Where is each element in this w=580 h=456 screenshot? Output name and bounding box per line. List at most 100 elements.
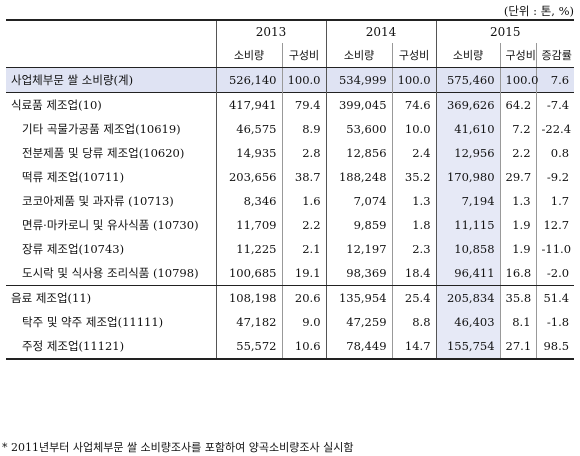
cell-s14: 8.8 (391, 310, 437, 334)
table-row: 도시락 및 식사용 조리식품 (10798) 100,685 19.1 98,369 1… (6, 261, 575, 286)
cell-v13: 14,935 (215, 141, 282, 165)
table-row: 코코아제품 및 과자류 (10713) 8,346 1.6 7,074 1.3 7,194… (6, 189, 575, 213)
cell-v15: 155,754 (435, 334, 501, 360)
cell-s15: 64.2 (499, 92, 537, 117)
cell-v14: 188,248 (325, 165, 393, 189)
cell-s14: 2.4 (391, 141, 437, 165)
cell-v15: 96,411 (435, 261, 501, 286)
cell-chg: 0.8 (535, 141, 575, 165)
cell-s15: 16.8 (499, 261, 537, 286)
row-label: 음료 제조업(11) (6, 285, 216, 310)
cell-v15: 205,834 (435, 285, 501, 310)
cell-v15: 170,980 (435, 165, 501, 189)
cell-v13: 11,225 (215, 237, 282, 261)
cell-v14: 53,600 (325, 117, 393, 141)
cell-v13: 55,572 (215, 334, 282, 360)
row-label: 면류·마카로니 및 유사식품 (10730) (22, 218, 199, 232)
cell-s13: 2.1 (281, 237, 327, 261)
cell-v15: 46,403 (435, 310, 501, 334)
cell-s15: 1.9 (499, 213, 537, 237)
row-label: 도시락 및 식사용 조리식품 (10798) (6, 261, 216, 286)
row-label: 주정 제조업(11121) (6, 334, 216, 360)
cell-v14: 399,045 (325, 92, 393, 117)
cell-v13: 417,941 (215, 92, 282, 117)
row-label: 코코아제품 및 과자류 (10713) (22, 194, 174, 208)
table-row: 면류·마카로니 및 유사식품 (10730) 11,709 2.2 9,859 1.8 1… (6, 213, 575, 237)
cell-s15: 2.2 (499, 141, 537, 165)
cell-s14: 25.4 (391, 285, 437, 310)
cell-s13: 2.2 (281, 213, 327, 237)
cell-s14: 18.4 (391, 261, 437, 286)
row-label: 장류 제조업(10743) (22, 242, 125, 256)
cell-s14: 74.6 (391, 92, 437, 117)
cell-s13: 10.6 (281, 334, 327, 360)
cell-v13: 100,685 (215, 261, 282, 286)
row-label: 사업체부문 쌀 소비량(계) (6, 67, 216, 93)
cell-chg: -1.8 (535, 310, 575, 334)
cell-s14: 14.7 (391, 334, 437, 360)
cell-v14: 98,369 (325, 261, 393, 286)
cell-s14: 1.8 (391, 213, 437, 237)
table-row: 기타 곡물가공품 제조업(10619) 46,575 8.9 53,600 10.0 41… (6, 117, 575, 141)
header-empty (6, 19, 216, 43)
cell-s15: 1.9 (499, 237, 537, 261)
cell-s15: 27.1 (499, 334, 537, 360)
cell-v14: 78,449 (325, 334, 393, 360)
cell-v14: 534,999 (325, 67, 393, 93)
cell-chg: 98.5 (535, 334, 575, 360)
table-row: 전분제품 및 당류 제조업(10620) 14,935 2.8 12,856 2.4 12… (6, 141, 575, 165)
cell-s13: 8.9 (281, 117, 327, 141)
cell-v15: 10,858 (435, 237, 501, 261)
table-row: 음료 제조업(11) 108,198 20.6 135,954 25.4 205,834 3… (6, 285, 575, 310)
cell-s14: 35.2 (391, 165, 437, 189)
cell-v14: 12,197 (325, 237, 393, 261)
row-label: 떡류 제조업(10711) (22, 170, 125, 184)
row-label: 전분제품 및 당류 제조업(10620) (22, 146, 185, 160)
cell-v14: 135,954 (325, 285, 393, 310)
cell-s13: 1.6 (281, 189, 327, 213)
col-consumption: 소비량 (215, 43, 282, 68)
cell-s13: 100.0 (281, 67, 327, 93)
cell-s13: 2.8 (281, 141, 327, 165)
cell-chg: 7.6 (535, 67, 575, 93)
cell-v14: 47,259 (325, 310, 393, 334)
cell-v15: 41,610 (435, 117, 501, 141)
cell-s14: 1.3 (391, 189, 437, 213)
table-row: 장류 제조업(10743) 11,225 2.1 12,197 2.3 10,858 1.9… (6, 237, 575, 261)
row-label: 식료품 제조업(10) (6, 92, 216, 117)
table-row: 사업체부문 쌀 소비량(계) 526,140 100.0 534,999 100.0 57… (6, 67, 575, 93)
cell-v13: 11,709 (215, 213, 282, 237)
row-label: 기타 곡물가공품 제조업(10619) (22, 122, 181, 136)
footnote: * 2011년부터 사업체부문 쌀 소비량조사를 포함하여 양곡소비량조사 실시… (2, 441, 354, 454)
cell-s15: 100.0 (499, 67, 538, 93)
col-share: 구성비 (281, 43, 327, 68)
col-consumption: 소비량 (435, 43, 501, 68)
cell-s13: 19.1 (281, 261, 327, 286)
cell-s13: 9.0 (281, 310, 327, 334)
col-share: 구성비 (391, 43, 437, 68)
cell-s15: 1.3 (499, 189, 537, 213)
cell-v13: 47,182 (215, 310, 282, 334)
cell-chg: 51.4 (535, 285, 575, 310)
table-row: 주정 제조업(11121) 55,572 10.6 78,449 14.7 155,754… (6, 334, 575, 360)
cell-s14: 10.0 (391, 117, 437, 141)
cell-v14: 12,856 (325, 141, 393, 165)
unit-label: (단위 : 톤, %) (503, 4, 574, 18)
col-share: 구성비 (499, 43, 537, 68)
cell-s14: 2.3 (391, 237, 437, 261)
year-2013: 2013 (215, 19, 327, 43)
table-row: 식료품 제조업(10) 417,941 79.4 399,045 74.6 369,626… (6, 92, 575, 117)
cell-chg: -11.0 (535, 237, 575, 261)
row-label: 탁주 및 약주 제조업(11111) (22, 315, 164, 329)
cell-v13: 203,656 (215, 165, 282, 189)
cell-s15: 35.8 (499, 285, 537, 310)
cell-s15: 7.2 (499, 117, 537, 141)
cell-s14: 100.0 (391, 67, 437, 93)
table-row: 탁주 및 약주 제조업(11111) 47,182 9.0 47,259 8.8 46,4… (6, 310, 575, 334)
cell-v13: 46,575 (215, 117, 282, 141)
cell-s13: 79.4 (281, 92, 327, 117)
cell-v14: 9,859 (325, 213, 393, 237)
cell-chg: -9.2 (535, 165, 575, 189)
table-row: 떡류 제조업(10711) 203,656 38.7 188,248 35.2 170,9… (6, 165, 575, 189)
header-empty (6, 43, 216, 68)
